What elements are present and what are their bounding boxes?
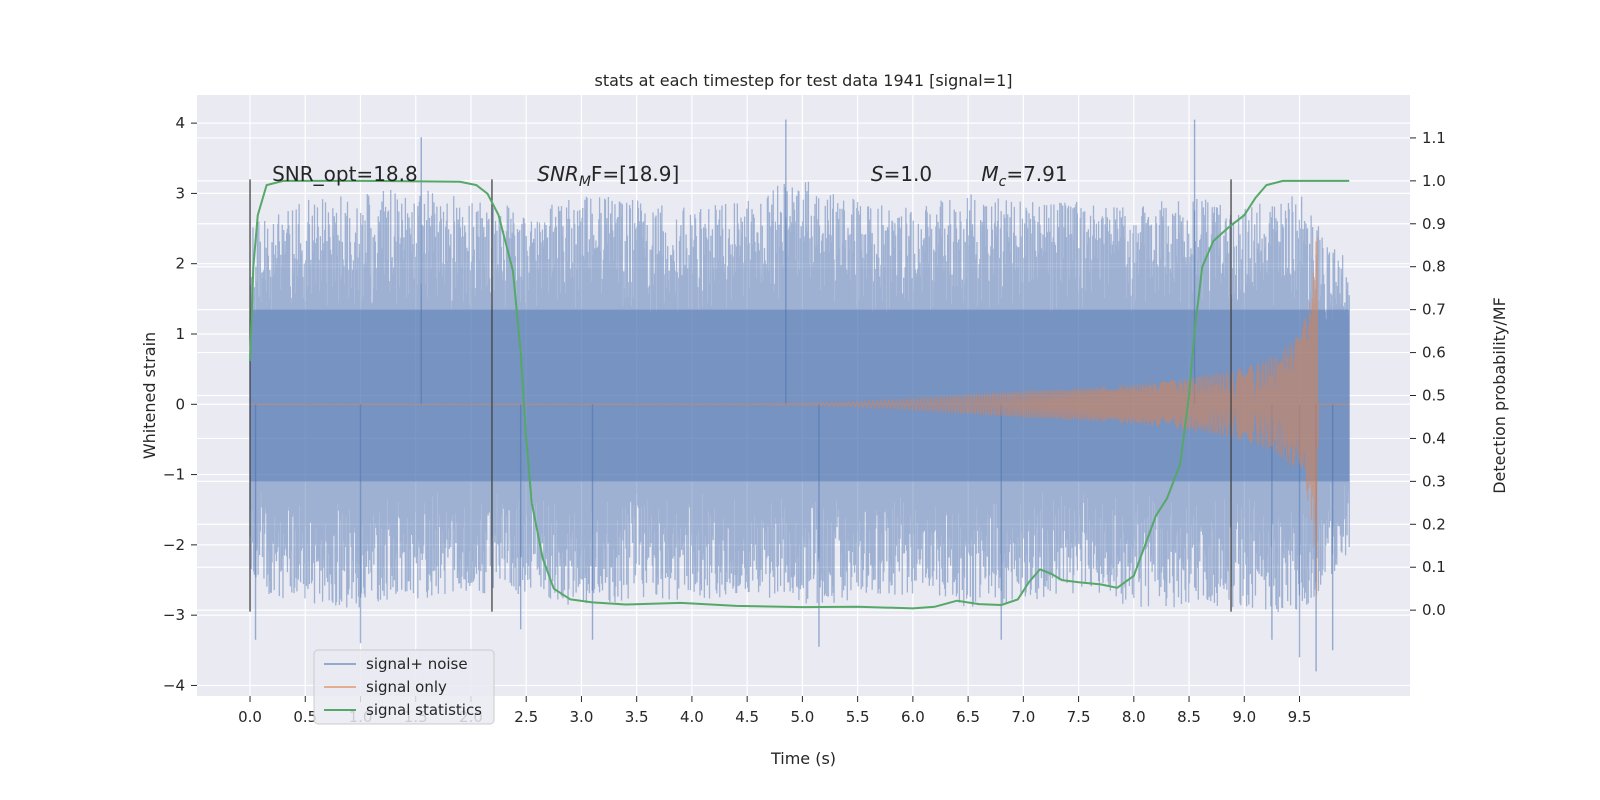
annotation-3: Mc=7.91 bbox=[981, 162, 1067, 190]
y2-tick-label-0: 0.0 bbox=[1422, 601, 1446, 619]
x-tick-label-8: 4.0 bbox=[680, 708, 704, 726]
x-tick-label-19: 9.5 bbox=[1288, 708, 1312, 726]
annotation-1: SNRMF=[18.9] bbox=[537, 162, 679, 190]
x-axis-label: Time (s) bbox=[770, 749, 836, 768]
y2-tick-label-10: 1.0 bbox=[1422, 172, 1446, 190]
annotation-1-main: SNR bbox=[537, 162, 579, 186]
y2-tick-label-1: 0.1 bbox=[1422, 558, 1446, 576]
y2-tick-label-8: 0.8 bbox=[1422, 258, 1446, 276]
annotation-1-sub: M bbox=[579, 174, 591, 190]
annotations: SNR_opt=18.8 SNRMF=[18.9] S=1.0 Mc=7.91 bbox=[272, 162, 1068, 190]
y-tick-label-0: −4 bbox=[163, 676, 185, 694]
x-tick-label-9: 4.5 bbox=[735, 708, 759, 726]
y2-tick-label-4: 0.4 bbox=[1422, 429, 1446, 447]
signal-statistics-line bbox=[249, 179, 1350, 610]
x-tick-label-17: 8.5 bbox=[1177, 708, 1201, 726]
x-tick-label-13: 6.5 bbox=[956, 708, 980, 726]
y-axis-label: Whitened strain bbox=[140, 332, 159, 459]
y-tick-label-5: 1 bbox=[175, 325, 185, 343]
x-tick-label-12: 6.0 bbox=[901, 708, 925, 726]
chart-title: stats at each timestep for test data 194… bbox=[594, 71, 1012, 90]
y2-tick-label-9: 0.9 bbox=[1422, 215, 1446, 233]
y2-tick-label-7: 0.7 bbox=[1422, 301, 1446, 319]
y-tick-label-8: 4 bbox=[175, 114, 185, 132]
y-tick-label-1: −3 bbox=[163, 606, 185, 624]
y2-axis-ticks: 0.0 0.1 0.2 0.3 0.4 0.5 0.6 0.7 0.8 0.9 1.0 1.1 bbox=[1410, 129, 1446, 619]
signal-only-line bbox=[250, 236, 1350, 596]
annotation-1-rest: F=[18.9] bbox=[591, 162, 679, 186]
annotation-2: S=1.0 bbox=[871, 162, 932, 186]
y-axis-ticks: −4 −3 −2 −1 0 1 2 3 4 bbox=[163, 114, 197, 694]
x-tick-label-16: 8.0 bbox=[1122, 708, 1146, 726]
y2-axis-label: Detection probability/MF bbox=[1490, 297, 1509, 494]
annotation-2-main: S bbox=[871, 162, 884, 186]
plot-area bbox=[197, 95, 1410, 696]
x-tick-label-18: 9.0 bbox=[1232, 708, 1256, 726]
annotation-0: SNR_opt=18.8 bbox=[272, 162, 418, 186]
annotation-2-rest: =1.0 bbox=[884, 162, 933, 186]
x-tick-label-10: 5.0 bbox=[790, 708, 814, 726]
annotation-3-rest: =7.91 bbox=[1006, 162, 1067, 186]
signal-statistics-series bbox=[249, 179, 1350, 610]
y2-tick-label-6: 0.6 bbox=[1422, 344, 1446, 362]
x-tick-label-5: 2.5 bbox=[514, 708, 538, 726]
x-tick-label-0: 0.0 bbox=[238, 708, 262, 726]
legend-box bbox=[313, 649, 495, 725]
legend-label-signal-noise: signal+ noise bbox=[366, 655, 468, 673]
y2-tick-label-3: 0.3 bbox=[1422, 472, 1446, 490]
grid bbox=[197, 95, 1410, 696]
y-tick-label-4: 0 bbox=[175, 395, 185, 413]
x-tick-label-15: 7.5 bbox=[1067, 708, 1091, 726]
x-tick-label-1: 0.5 bbox=[293, 708, 317, 726]
y-tick-label-6: 2 bbox=[175, 255, 185, 273]
x-tick-label-14: 7.0 bbox=[1011, 708, 1035, 726]
y-tick-label-7: 3 bbox=[175, 184, 185, 202]
y-tick-label-3: −1 bbox=[163, 466, 185, 484]
vertical-markers bbox=[249, 179, 1232, 612]
y2-tick-label-2: 0.2 bbox=[1422, 515, 1446, 533]
y2-tick-label-11: 1.1 bbox=[1422, 129, 1446, 147]
annotation-3-main: M bbox=[981, 162, 998, 186]
y-tick-label-2: −2 bbox=[163, 536, 185, 554]
x-tick-label-7: 3.5 bbox=[625, 708, 649, 726]
signal-only-series bbox=[250, 236, 1350, 596]
legend-label-signal-only: signal only bbox=[366, 678, 447, 696]
legend-label-signal-statistics: signal statistics bbox=[366, 701, 482, 719]
x-tick-label-6: 3.0 bbox=[570, 708, 594, 726]
annotation-3-sub: c bbox=[999, 174, 1007, 190]
x-tick-label-11: 5.5 bbox=[846, 708, 870, 726]
legend: signal+ noise signal only signal statist… bbox=[313, 649, 495, 725]
y2-tick-label-5: 0.5 bbox=[1422, 387, 1446, 405]
